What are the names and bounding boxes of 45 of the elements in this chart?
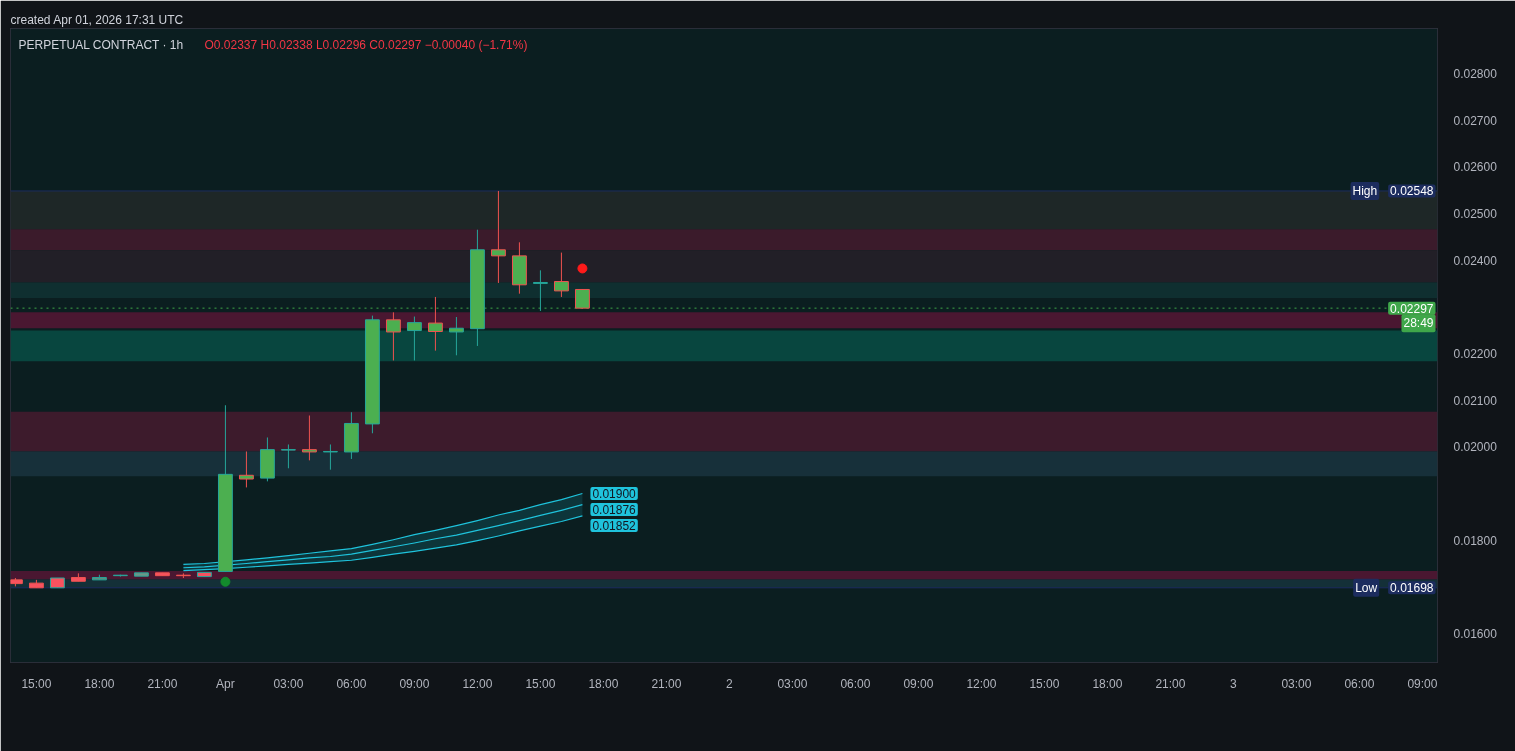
x-tick-label: 03:00 xyxy=(1281,676,1312,691)
x-tick-label: 18:00 xyxy=(1092,676,1123,691)
data-label: 0.01876 xyxy=(592,503,637,517)
text: O0.02337 H0.02338 L0.02296 C0.02297 −0.00040 (−1.71%) xyxy=(204,37,528,52)
x-tick-label: 03:00 xyxy=(273,676,304,691)
x-tick-label: 06:00 xyxy=(1344,676,1375,691)
x-tick-label: 3 xyxy=(1230,676,1238,691)
x-tick-label: 15:00 xyxy=(525,676,556,691)
x-tick-label: 21:00 xyxy=(1155,676,1186,691)
x-tick-label: 18:00 xyxy=(84,676,115,691)
text: PERPETUAL CONTRACT · 1h xyxy=(18,37,184,52)
y-tick-label: 0.02100 xyxy=(1453,393,1498,408)
text: created Apr 01, 2026 17:31 UTC xyxy=(10,12,184,27)
x-tick-label: Apr xyxy=(216,676,235,691)
annotation: Low xyxy=(1355,580,1378,595)
x-tick-label: 06:00 xyxy=(840,676,871,691)
y-tick-label: 0.02200 xyxy=(1453,346,1498,361)
x-tick-label: 12:00 xyxy=(966,676,997,691)
x-tick-label: 06:00 xyxy=(336,676,367,691)
x-tick-label: 2 xyxy=(726,676,734,691)
y-tick-label: 0.02600 xyxy=(1453,160,1498,175)
x-tick-label: 09:00 xyxy=(903,676,934,691)
ref-line-label: 0.02297 xyxy=(1390,301,1434,316)
x-tick-label: 15:00 xyxy=(1029,676,1060,691)
data-label: 0.01852 xyxy=(592,519,637,533)
y-tick-label: 0.02400 xyxy=(1453,253,1498,268)
x-tick-label: 09:00 xyxy=(399,676,430,691)
x-tick-label: 18:00 xyxy=(588,676,619,691)
y-tick-label: 0.02500 xyxy=(1453,206,1498,221)
ref-line-label: 0.02548 xyxy=(1390,184,1434,199)
y-tick-label: 0.02700 xyxy=(1453,113,1498,128)
y-tick-label: 0.02800 xyxy=(1453,66,1498,81)
x-tick-label: 21:00 xyxy=(147,676,178,691)
data-label: 0.01900 xyxy=(592,487,637,501)
x-tick-label: 21:00 xyxy=(651,676,682,691)
annotation: High xyxy=(1352,183,1378,198)
y-tick-label: 0.02000 xyxy=(1453,440,1498,455)
ref-line-label: 0.01698 xyxy=(1390,581,1434,596)
x-tick-label: 03:00 xyxy=(777,676,808,691)
x-tick-label: 12:00 xyxy=(462,676,493,691)
y-tick-label: 0.01600 xyxy=(1453,627,1498,642)
y-tick-label: 0.01800 xyxy=(1453,533,1498,548)
annotation: 28:49 xyxy=(1403,316,1434,331)
x-tick-label: 09:00 xyxy=(1407,676,1438,691)
x-tick-label: 15:00 xyxy=(21,676,52,691)
